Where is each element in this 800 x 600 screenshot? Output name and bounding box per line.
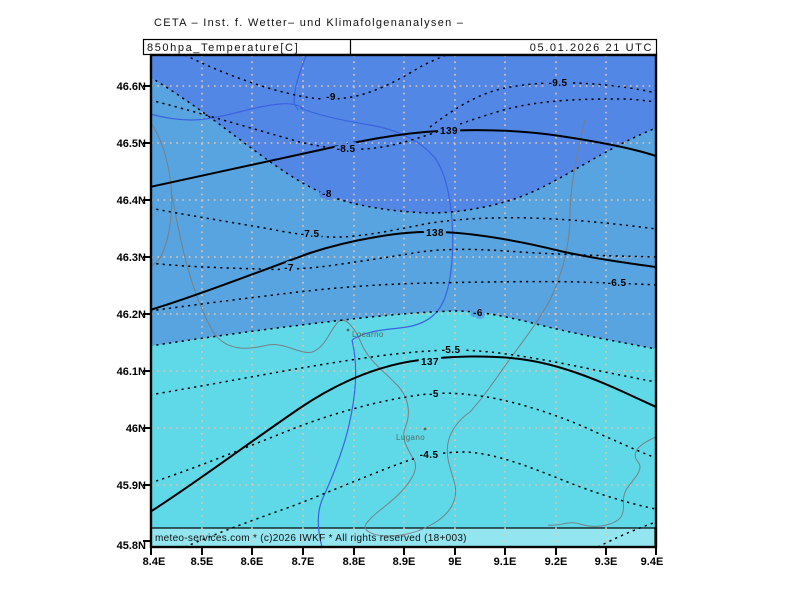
contour-label--5.5: -5.5 — [442, 345, 461, 356]
contour-label-138: 138 — [426, 228, 444, 239]
contour-138 — [151, 230, 656, 311]
contour-label--9: -9 — [326, 92, 336, 103]
lon-label-8.9: 8.9E — [393, 556, 416, 568]
contour-label--8.5: -8.5 — [337, 144, 356, 155]
contour-labels: -9.5 -9 -8.5 139 -8 -7.5 138 -7 -6.5 -6 … — [281, 75, 629, 464]
lon-label-8.8: 8.8E — [343, 556, 366, 568]
temperature-contours — [151, 55, 656, 547]
copyright-text: meteo-services.com * (c)2026 IWKF * All … — [155, 533, 467, 544]
lat-label-46.5: 46.5N — [117, 138, 146, 150]
lat-label-45.9: 45.9N — [117, 480, 146, 492]
page-title: CETA – Inst. f. Wetter– und Klimafolgena… — [154, 17, 464, 29]
contour-label-139: 139 — [440, 126, 458, 137]
contour-label--7: -7 — [284, 263, 294, 274]
border-lines — [151, 119, 656, 537]
contour--7.5 — [151, 207, 656, 238]
contour--4 — [597, 521, 656, 547]
contour--9 — [184, 55, 448, 100]
lon-label-8.5: 8.5E — [191, 556, 214, 568]
lon-label-9.4: 9.4E — [641, 556, 664, 568]
contour-139 — [151, 129, 656, 188]
contour-label-137: 137 — [421, 357, 439, 368]
lon-label-9.1: 9.1E — [494, 556, 517, 568]
contour-label--5: -5 — [429, 389, 439, 400]
contour--8 — [151, 76, 656, 214]
lon-label-8.6: 8.6E — [241, 556, 264, 568]
lon-axis: 8.4E 8.5E 8.6E 8.7E 8.8E 8.9E 9E 9.1E 9.… — [143, 556, 664, 568]
contour--6.5 — [151, 280, 656, 312]
lat-label-46.4: 46.4N — [117, 195, 146, 207]
lugano-dot — [423, 427, 427, 431]
lat-label-46.3: 46.3N — [117, 252, 146, 264]
lat-axis: 46.6N 46.5N 46.4N 46.3N 46.2N 46.1N 46N … — [117, 81, 146, 552]
lat-label-46.2: 46.2N — [117, 309, 146, 321]
axis-ticks — [143, 85, 657, 555]
contour-label--6: -6 — [473, 308, 483, 319]
datetime-label: 05.01.2026 21 UTC — [530, 42, 653, 54]
title-bar: 850hpa_Temperature[C] 05.01.2026 21 UTC — [142, 38, 658, 56]
map-area: meteo-services.com * (c)2026 IWKF * All … — [151, 55, 656, 547]
contour-label--7.5: -7.5 — [301, 229, 320, 240]
contour-137 — [151, 355, 656, 513]
river-lines — [151, 55, 454, 547]
lat-label-46.1: 46.1N — [117, 366, 146, 378]
lon-label-8.4: 8.4E — [143, 556, 166, 568]
city-label-lugano: Lugano — [396, 433, 425, 442]
lon-label-9.3: 9.3E — [595, 556, 618, 568]
contour-label--6.5: -6.5 — [608, 278, 627, 289]
fill-band-warm — [151, 311, 656, 547]
lon-label-8.7: 8.7E — [292, 556, 315, 568]
contour-label--4.5: -4.5 — [420, 450, 439, 461]
contour-label--9.5: -9.5 — [549, 78, 568, 89]
lat-label-46.6: 46.6N — [117, 81, 146, 93]
contour--5 — [151, 392, 656, 484]
lon-label-9.2: 9.2E — [545, 556, 568, 568]
locarno-dot — [346, 328, 350, 332]
lat-label-45.8: 45.8N — [117, 540, 146, 552]
product-label: 850hpa_Temperature[C] — [147, 42, 299, 54]
city-label-locarno: Locarno — [352, 330, 384, 339]
height-contours — [151, 129, 656, 513]
lat-label-46: 46N — [126, 423, 146, 435]
lon-label-9: 9E — [448, 556, 461, 568]
contour-label--8: -8 — [322, 189, 332, 200]
graticule — [151, 55, 656, 547]
city-markers: Locarno Lugano — [346, 328, 427, 442]
